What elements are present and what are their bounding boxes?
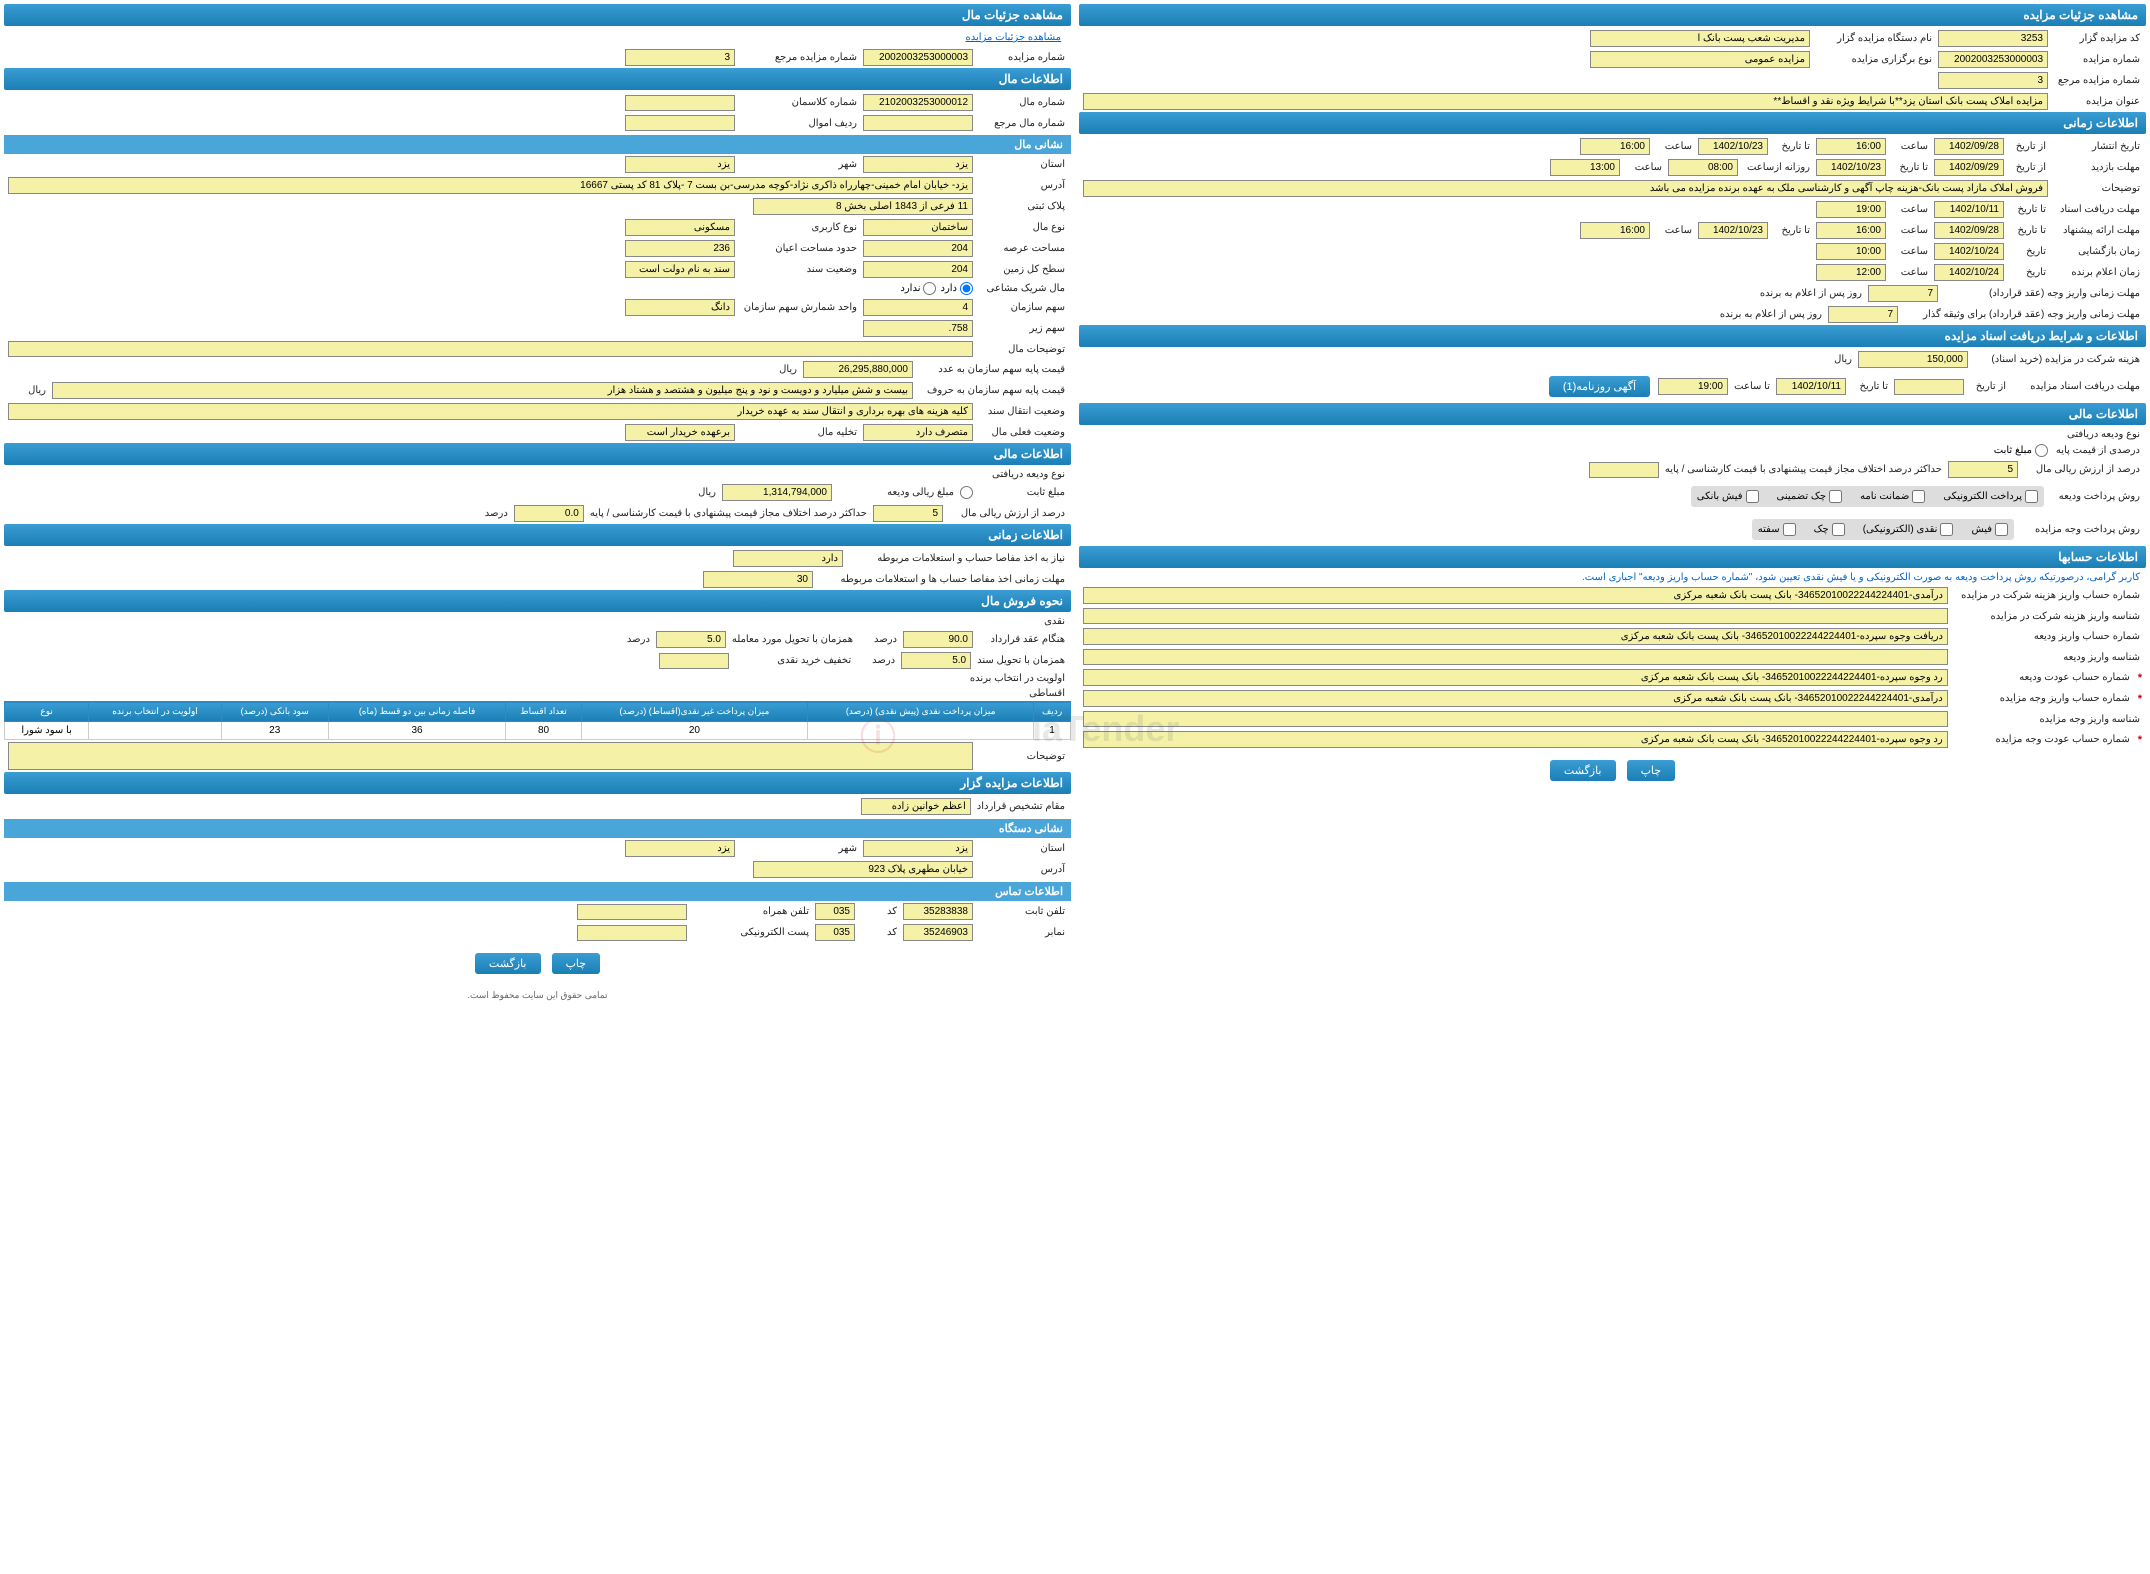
sec-accounts: اطلاعات حسابها: [1079, 546, 2146, 568]
print-btn-r[interactable]: چاپ: [1627, 760, 1676, 781]
print-btn-l[interactable]: چاپ: [552, 953, 601, 974]
deposit-methods: پرداخت الکترونیکی ضمانت نامه چک تضمینی ف…: [1691, 486, 2044, 507]
sec-time-info: اطلاعات زمانی: [1079, 112, 2146, 134]
fixed-radio[interactable]: [2035, 444, 2048, 457]
l-auction-type: نوع برگزاری مزایده: [1814, 54, 1934, 65]
l-publish: تاریخ انتشار: [2052, 141, 2142, 152]
l-auction-code: کد مزایده گزار: [2052, 33, 2142, 44]
sec-auction-details: مشاهده جزئیات مزایده: [1079, 4, 2146, 26]
installment-table: ردیف میزان پرداخت نقدی (پیش نقدی) (درصد)…: [4, 701, 1071, 740]
l-ref-no: شماره مزایده مرجع: [2052, 75, 2142, 86]
right-panel: مشاهده جزئیات مزایده کد مزایده گزار 3253…: [1079, 4, 2146, 1007]
sec-docs: اطلاعات و شرایط دریافت اسناد مزایده: [1079, 325, 2146, 347]
f-ref-no: 3: [1938, 72, 2048, 89]
view-auction-link[interactable]: مشاهده جزئیات مزایده: [959, 30, 1067, 45]
sec-property-details: مشاهده جزئیات مال: [4, 4, 1071, 26]
has-share-yes[interactable]: [960, 282, 973, 295]
back-btn-r[interactable]: بازگشت: [1550, 760, 1616, 781]
f-org-name: مدیریت شعب پست بانک ا: [1590, 30, 1810, 47]
back-btn-l[interactable]: بازگشت: [475, 953, 541, 974]
f-auction-type: مزایده عمومی: [1590, 51, 1810, 68]
table-row: 1 20 80 36 23 با سود شورا: [5, 722, 1071, 740]
f-auction-code: 3253: [1938, 30, 2048, 47]
l-title: عنوان مزایده: [2052, 96, 2142, 107]
footer-text: تمامی حقوق این سایت محفوظ است.: [4, 984, 1071, 1007]
f-title: مزایده املاک پست بانک استان یزد**با شرای…: [1083, 93, 2048, 110]
payment-methods: فیش نقدی (الکترونیکی) چک سفته: [1752, 519, 2014, 540]
account-note: کاربر گرامی، درصورتیکه روش پرداخت ودیعه …: [1079, 570, 2146, 585]
l-auction-no: شماره مزایده: [2052, 54, 2142, 65]
left-panel: مشاهده جزئیات مال مشاهده جزئیات مزایده ش…: [4, 4, 1071, 1007]
f-auction-no: 2002003253000003: [1938, 51, 2048, 68]
l-org-name: نام دستگاه مزایده گزار: [1814, 33, 1934, 44]
newspaper-btn[interactable]: آگهی روزنامه(1): [1549, 376, 1650, 397]
sec-financial: اطلاعات مالی: [1079, 403, 2146, 425]
has-share-no[interactable]: [923, 282, 936, 295]
l-visit: مهلت بازدید: [2052, 162, 2142, 173]
